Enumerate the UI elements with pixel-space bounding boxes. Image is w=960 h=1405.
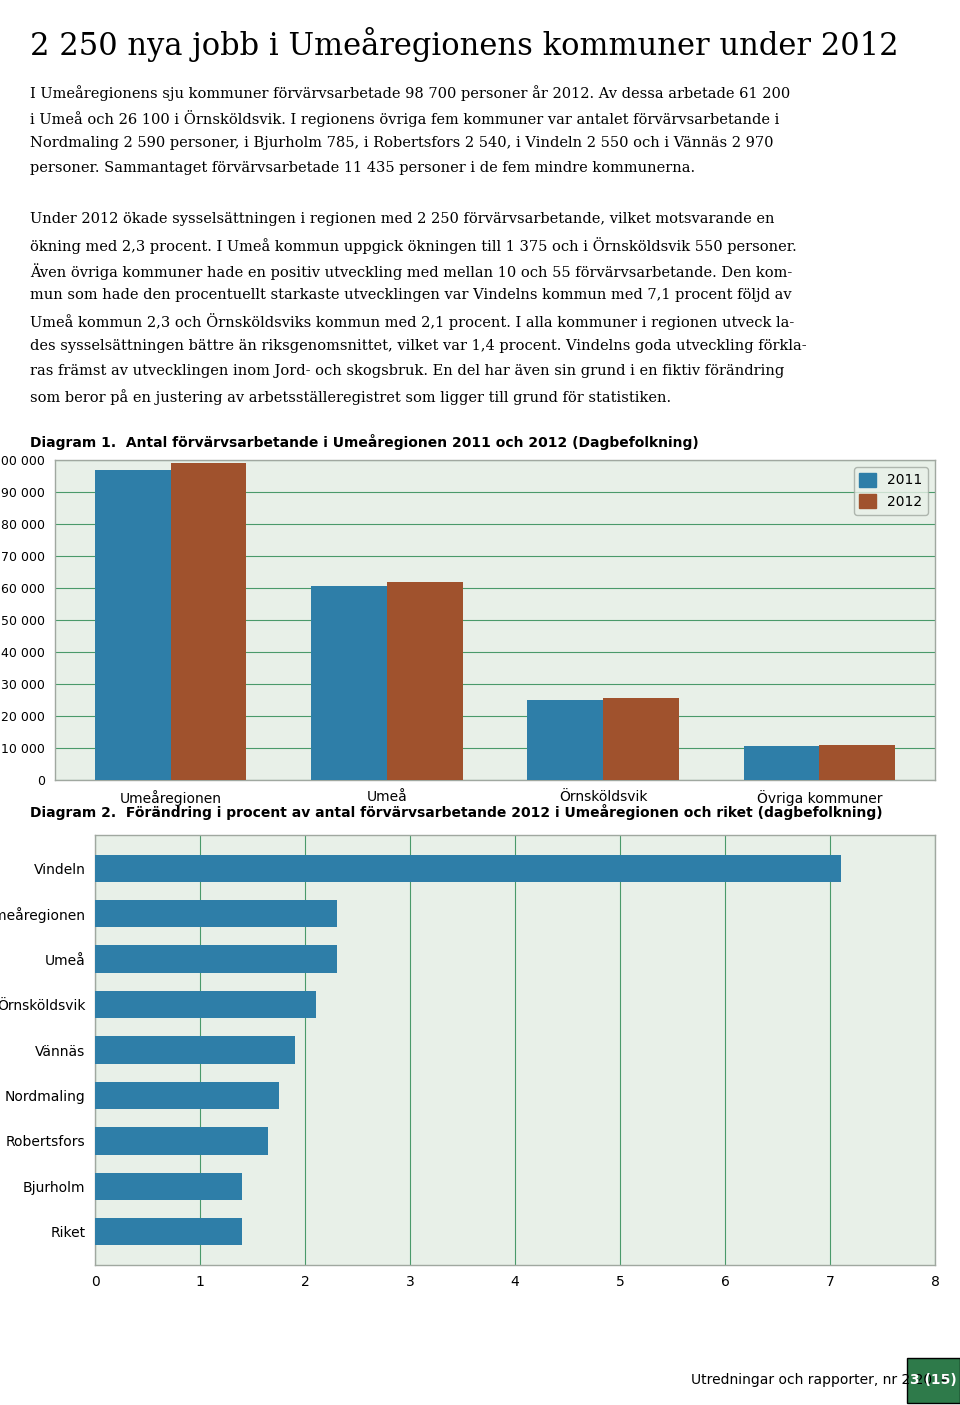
Text: Utredningar och rapporter, nr 2 2014: Utredningar och rapporter, nr 2 2014 bbox=[691, 1373, 950, 1387]
Bar bbox=[95, 1173, 242, 1200]
Bar bbox=[95, 854, 841, 882]
Text: Även övriga kommuner hade en positiv utveckling med mellan 10 och 55 förvärvsarb: Även övriga kommuner hade en positiv utv… bbox=[30, 263, 792, 280]
Text: ras främst av utvecklingen inom Jord- och skogsbruk. En del har även sin grund i: ras främst av utvecklingen inom Jord- oc… bbox=[30, 364, 784, 378]
Text: ökning med 2,3 procent. I Umeå kommun uppgick ökningen till 1 375 och i Örnsköld: ökning med 2,3 procent. I Umeå kommun up… bbox=[30, 237, 797, 254]
FancyBboxPatch shape bbox=[907, 1357, 960, 1402]
Text: Nordmaling 2 590 personer, i Bjurholm 785, i Robertsfors 2 540, i Vindeln 2 550 : Nordmaling 2 590 personer, i Bjurholm 78… bbox=[30, 136, 774, 150]
Bar bbox=[387, 582, 463, 780]
Text: personer. Sammantaget förvärvsarbetade 11 435 personer i de fem mindre kommunern: personer. Sammantaget förvärvsarbetade 1… bbox=[30, 162, 695, 176]
Bar bbox=[171, 462, 247, 780]
Text: Under 2012 ökade sysselsättningen i regionen med 2 250 förvärvsarbetande, vilket: Under 2012 ökade sysselsättningen i regi… bbox=[30, 212, 775, 226]
Bar bbox=[603, 698, 679, 780]
Bar bbox=[95, 1218, 242, 1245]
Text: 3 (15): 3 (15) bbox=[910, 1373, 956, 1387]
Text: des sysselsättningen bättre än riksgenomsnittet, vilket var 1,4 procent. Vindeln: des sysselsättningen bättre än riksgenom… bbox=[30, 339, 806, 353]
Text: 2 250 nya jobb i Umeåregionens kommuner under 2012: 2 250 nya jobb i Umeåregionens kommuner … bbox=[30, 28, 899, 62]
Bar bbox=[95, 991, 316, 1019]
Bar bbox=[95, 469, 171, 780]
Bar bbox=[311, 586, 387, 780]
Text: Diagram 2.  Förändring i procent av antal förvärvsarbetande 2012 i Umeåregionen : Diagram 2. Förändring i procent av antal… bbox=[30, 805, 882, 821]
Bar bbox=[95, 1082, 278, 1109]
Text: Diagram 1.  Antal förvärvsarbetande i Umeåregionen 2011 och 2012 (Dagbefolkning): Diagram 1. Antal förvärvsarbetande i Ume… bbox=[30, 434, 699, 451]
Text: som beror på en justering av arbetsställeregistret som ligger till grund för sta: som beror på en justering av arbetsställ… bbox=[30, 389, 671, 406]
Bar bbox=[95, 901, 337, 927]
Bar bbox=[819, 745, 895, 780]
Text: mun som hade den procentuellt starkaste utvecklingen var Vindelns kommun med 7,1: mun som hade den procentuellt starkaste … bbox=[30, 288, 792, 302]
Bar bbox=[744, 746, 819, 780]
Text: i Umeå och 26 100 i Örnsköldsvik. I regionens övriga fem kommuner var antalet fö: i Umeå och 26 100 i Örnsköldsvik. I regi… bbox=[30, 111, 780, 128]
Text: Umeå kommun 2,3 och Örnsköldsviks kommun med 2,1 procent. I alla kommuner i regi: Umeå kommun 2,3 och Örnsköldsviks kommun… bbox=[30, 313, 794, 330]
Text: I Umeåregionens sju kommuner förvärvsarbetade 98 700 personer år 2012. Av dessa : I Umeåregionens sju kommuner förvärvsarb… bbox=[30, 84, 790, 101]
Bar bbox=[95, 1127, 268, 1155]
Bar bbox=[95, 1037, 295, 1064]
Bar bbox=[527, 700, 603, 780]
Bar bbox=[95, 946, 337, 972]
Legend: 2011, 2012: 2011, 2012 bbox=[853, 466, 928, 514]
